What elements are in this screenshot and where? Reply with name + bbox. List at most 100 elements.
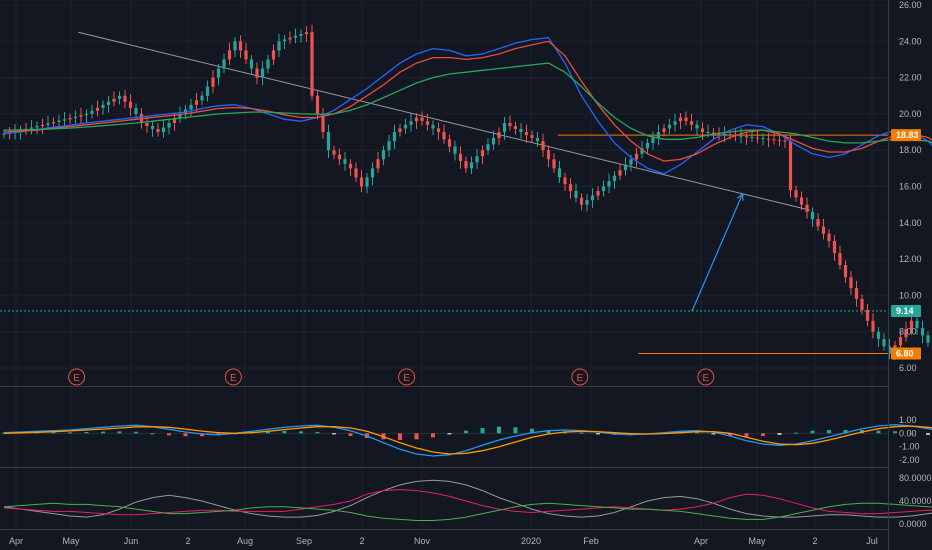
price-badges: 18.83 9.14 6.80 xyxy=(891,129,921,360)
candle-body xyxy=(689,121,694,125)
candle-body xyxy=(332,150,336,155)
price-tick-label: 8.00 xyxy=(899,327,917,337)
price-axis[interactable]: 26.00 24.00 22.00 20.00 18.00 16.00 14.00 12.00… xyxy=(899,0,932,529)
macd-histogram-bar xyxy=(480,428,485,434)
macd-histogram-bar xyxy=(546,430,551,434)
macd-histogram-bar xyxy=(744,433,749,437)
price-badge xyxy=(891,129,921,142)
earnings-marker[interactable]: E xyxy=(398,368,416,386)
candle-body xyxy=(343,159,347,164)
earnings-marker-label: E xyxy=(230,373,237,384)
candle-body xyxy=(634,153,639,160)
candle-body xyxy=(310,32,314,96)
candle-body xyxy=(337,154,342,160)
candle-body xyxy=(700,128,705,133)
price-badge xyxy=(891,347,921,360)
candles xyxy=(2,24,932,361)
earnings-marker[interactable]: E xyxy=(224,368,242,386)
candle-body xyxy=(222,59,226,69)
candle-body xyxy=(904,328,908,338)
macd-histogram-bar xyxy=(876,430,881,434)
candle-body xyxy=(766,138,771,140)
candle-body xyxy=(436,128,441,133)
trendline xyxy=(78,31,810,211)
macd-histogram-bar xyxy=(266,431,270,434)
macd-histogram-bar xyxy=(497,426,501,434)
time-tick-label: 2 xyxy=(185,536,190,546)
candle-body xyxy=(640,148,644,154)
candle-body xyxy=(502,122,507,133)
macd-histogram-bar xyxy=(68,432,72,434)
candle-body xyxy=(414,117,419,122)
oscillator-tick-label: 40.0000 xyxy=(899,496,932,506)
price-tick-label: 20.00 xyxy=(899,109,922,119)
candle-body xyxy=(200,95,204,101)
macd-histogram-bar xyxy=(101,431,105,434)
candle-body xyxy=(783,140,787,142)
candle-body xyxy=(816,219,820,227)
candle-body xyxy=(530,135,534,139)
candle-body xyxy=(398,128,402,133)
candle-body xyxy=(871,320,875,332)
candle-body xyxy=(909,320,914,329)
macd-histogram-bar xyxy=(183,433,188,437)
candle-body xyxy=(304,32,309,35)
earnings-marker[interactable]: E xyxy=(571,368,589,386)
candle-body xyxy=(854,288,859,300)
candle-body xyxy=(244,50,248,60)
macd-histogram-bar xyxy=(150,433,155,435)
earnings-marker[interactable]: E xyxy=(68,368,86,386)
macd-histogram-bar xyxy=(761,433,765,436)
candle-body xyxy=(464,161,468,169)
earnings-marker-circle xyxy=(697,368,715,386)
candle-body xyxy=(876,331,881,339)
candle-body xyxy=(156,128,160,133)
candle-body xyxy=(35,126,39,128)
macd-pane xyxy=(0,424,932,457)
candle-body xyxy=(535,138,540,142)
macd-histogram-bar xyxy=(464,430,468,434)
candle-body xyxy=(480,150,485,157)
candle-body xyxy=(590,195,595,201)
time-axis[interactable]: Apr May Jun 2 Aug Sep 2 Nov 2020 Feb Apr May 2 Jul xyxy=(9,536,878,546)
macd-histogram-bar xyxy=(282,431,287,434)
time-tick-label: Jul xyxy=(866,536,878,546)
trendline-layer[interactable] xyxy=(78,31,810,211)
candle-body xyxy=(326,132,331,151)
projection-arrow-layer[interactable] xyxy=(691,192,744,312)
earnings-marker[interactable]: E xyxy=(697,368,715,386)
candle-body xyxy=(739,135,743,137)
candle-body xyxy=(2,133,6,135)
candle-body xyxy=(865,309,870,321)
candle-body xyxy=(46,123,50,125)
candle-body xyxy=(150,126,155,129)
candle-body xyxy=(585,200,589,205)
earnings-marker-label: E xyxy=(577,373,584,384)
macd-histogram-bar xyxy=(200,433,204,437)
macd-histogram-bar xyxy=(827,430,831,434)
candle-body xyxy=(695,124,699,129)
candle-body xyxy=(623,164,628,171)
candle-body xyxy=(552,159,556,169)
oscillator-tick-label: 80.0000 xyxy=(899,473,932,483)
candle-body xyxy=(403,124,408,129)
candle-body xyxy=(68,117,72,120)
candle-body xyxy=(629,159,633,165)
candle-body xyxy=(216,68,221,78)
candle-body xyxy=(348,163,353,169)
price-tick-label: 10.00 xyxy=(899,290,922,300)
candle-body xyxy=(799,197,804,205)
time-tick-label: Feb xyxy=(583,536,599,546)
candle-body xyxy=(546,150,551,160)
candle-body xyxy=(519,128,523,133)
candle-body xyxy=(898,337,903,346)
macd-histogram-bar xyxy=(84,432,89,434)
macd-histogram-bar xyxy=(530,428,534,434)
macd-histogram-bar xyxy=(777,433,782,435)
candle-body xyxy=(882,338,886,347)
time-tick-label: 2020 xyxy=(521,536,541,546)
candle-body xyxy=(73,116,78,118)
